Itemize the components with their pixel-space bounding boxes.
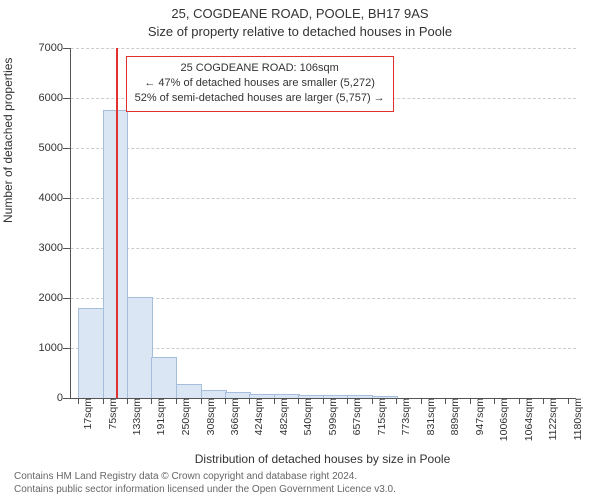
footer-line-2: Contains public sector information licen… xyxy=(14,484,396,497)
x-tick xyxy=(372,398,373,404)
x-tick-label: 366sqm xyxy=(229,398,241,435)
x-axis-title: Distribution of detached houses by size … xyxy=(70,452,575,466)
x-tick xyxy=(494,398,495,404)
y-tick-label: 2000 xyxy=(23,292,63,304)
x-tick xyxy=(543,398,544,404)
y-tick xyxy=(63,398,71,399)
x-tick xyxy=(323,398,324,404)
x-tick-label: 657sqm xyxy=(351,398,363,435)
grid-line xyxy=(71,148,576,149)
footer-line-1: Contains HM Land Registry data © Crown c… xyxy=(14,471,396,484)
legend-box: 25 COGDEANE ROAD: 106sqm← 47% of detache… xyxy=(126,56,394,112)
x-tick-label: 308sqm xyxy=(205,398,217,435)
x-tick xyxy=(127,398,128,404)
y-tick-label: 7000 xyxy=(23,42,63,54)
x-tick xyxy=(78,398,79,404)
y-tick xyxy=(63,98,71,99)
x-tick-label: 424sqm xyxy=(253,398,265,435)
x-tick xyxy=(225,398,226,404)
grid-line xyxy=(71,198,576,199)
histogram-bar xyxy=(176,384,202,398)
x-tick xyxy=(445,398,446,404)
x-tick-label: 1006sqm xyxy=(498,398,510,441)
plot-area: 0100020003000400050006000700017sqm75sqm1… xyxy=(70,48,576,399)
x-tick-label: 482sqm xyxy=(278,398,290,435)
x-tick xyxy=(519,398,520,404)
histogram-bar xyxy=(151,357,177,398)
x-tick-label: 831sqm xyxy=(425,398,437,435)
x-tick xyxy=(151,398,152,404)
y-tick-label: 0 xyxy=(23,392,63,404)
grid-line xyxy=(71,248,576,249)
x-tick xyxy=(568,398,569,404)
chart-title-main: 25, COGDEANE ROAD, POOLE, BH17 9AS xyxy=(0,6,600,21)
y-tick xyxy=(63,348,71,349)
x-tick-label: 599sqm xyxy=(327,398,339,435)
x-tick xyxy=(103,398,104,404)
legend-line: 52% of semi-detached houses are larger (… xyxy=(135,91,385,106)
y-tick xyxy=(63,48,71,49)
footer: Contains HM Land Registry data © Crown c… xyxy=(14,471,396,496)
x-tick xyxy=(298,398,299,404)
x-tick-label: 133sqm xyxy=(131,398,143,435)
chart-title-sub: Size of property relative to detached ho… xyxy=(0,24,600,39)
grid-line xyxy=(71,48,576,49)
x-tick xyxy=(274,398,275,404)
y-tick xyxy=(63,248,71,249)
x-tick xyxy=(396,398,397,404)
chart-container: 25, COGDEANE ROAD, POOLE, BH17 9AS Size … xyxy=(0,0,600,500)
x-tick xyxy=(470,398,471,404)
x-tick-label: 889sqm xyxy=(449,398,461,435)
x-tick xyxy=(347,398,348,404)
x-tick xyxy=(201,398,202,404)
legend-line: ← 47% of detached houses are smaller (5,… xyxy=(135,76,385,91)
x-tick xyxy=(249,398,250,404)
x-tick-label: 1180sqm xyxy=(572,398,584,440)
y-tick-label: 6000 xyxy=(23,92,63,104)
x-tick-label: 17sqm xyxy=(82,398,94,430)
y-tick-label: 4000 xyxy=(23,192,63,204)
x-tick-label: 540sqm xyxy=(302,398,314,435)
x-tick-label: 191sqm xyxy=(155,398,167,435)
x-tick-label: 250sqm xyxy=(180,398,192,435)
x-tick xyxy=(421,398,422,404)
x-tick-label: 75sqm xyxy=(107,398,119,430)
y-tick xyxy=(63,148,71,149)
x-tick-label: 947sqm xyxy=(474,398,486,435)
x-tick-label: 1064sqm xyxy=(523,398,535,441)
y-tick xyxy=(63,198,71,199)
x-tick-label: 715sqm xyxy=(376,398,388,435)
histogram-bar xyxy=(78,308,104,398)
x-tick-label: 773sqm xyxy=(400,398,412,435)
y-tick-label: 5000 xyxy=(23,142,63,154)
x-tick-label: 1122sqm xyxy=(547,398,559,440)
histogram-bar xyxy=(127,297,153,399)
y-axis-title: Number of detached properties xyxy=(1,58,15,223)
histogram-bar xyxy=(201,390,227,398)
y-tick-label: 1000 xyxy=(23,342,63,354)
y-tick xyxy=(63,298,71,299)
legend-line: 25 COGDEANE ROAD: 106sqm xyxy=(135,61,385,76)
x-tick xyxy=(176,398,177,404)
y-tick-label: 3000 xyxy=(23,242,63,254)
reference-line xyxy=(116,48,118,398)
